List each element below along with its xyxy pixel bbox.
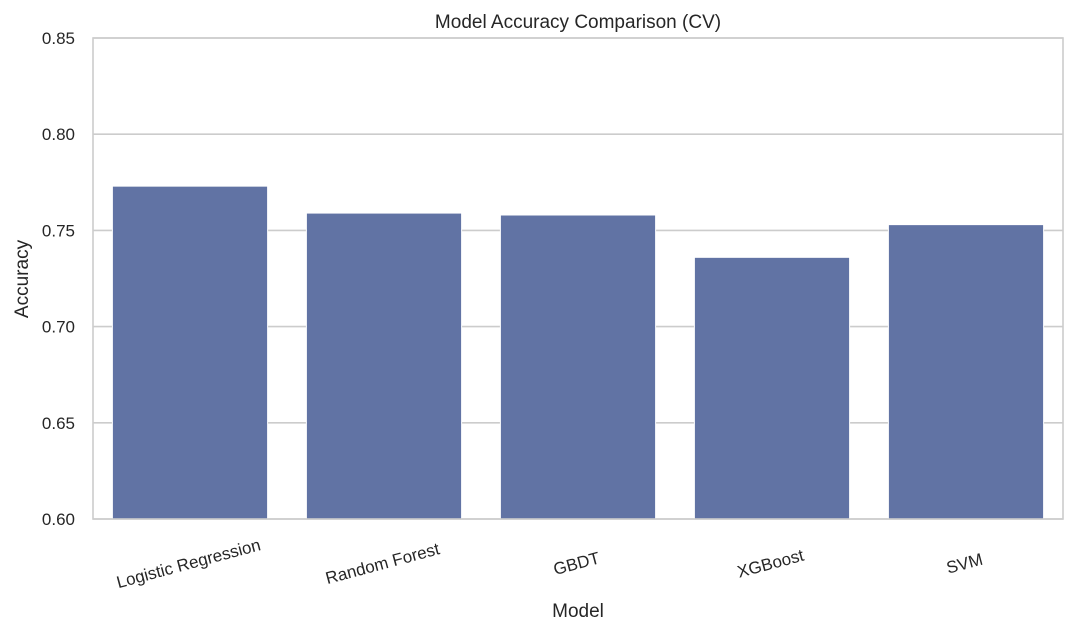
spine-layer	[92, 37, 1064, 520]
bar	[887, 224, 1045, 520]
x-tick-label: Random Forest	[324, 539, 442, 588]
y-tick-label: 0.65	[42, 414, 75, 433]
bar	[111, 185, 269, 520]
x-axis-title: Model	[552, 601, 604, 622]
x-tick-label: Logistic Regression	[114, 535, 262, 592]
x-tick-label: SVM	[944, 550, 985, 578]
y-tick-label: 0.60	[42, 510, 75, 529]
x-tick-label: GBDT	[551, 548, 602, 579]
y-tick-label: 0.75	[42, 221, 75, 240]
bar	[693, 256, 851, 520]
bar	[499, 214, 657, 520]
x-tick-label: XGBoost	[735, 546, 806, 582]
x-tick-labels: Logistic Regression Random Forest GBDT XGBo…	[114, 535, 984, 592]
chart-title: Model Accuracy Comparison (CV)	[435, 12, 721, 33]
y-tick-label: 0.80	[42, 125, 75, 144]
y-tick-labels: 0.60 0.65 0.70 0.75 0.80 0.85	[42, 29, 75, 529]
plot-frame	[92, 37, 1064, 520]
bars-layer	[111, 185, 1045, 520]
y-axis-title: Accuracy	[12, 239, 33, 318]
y-tick-label: 0.70	[42, 318, 75, 337]
bar	[305, 212, 463, 520]
y-tick-label: 0.85	[42, 29, 75, 48]
